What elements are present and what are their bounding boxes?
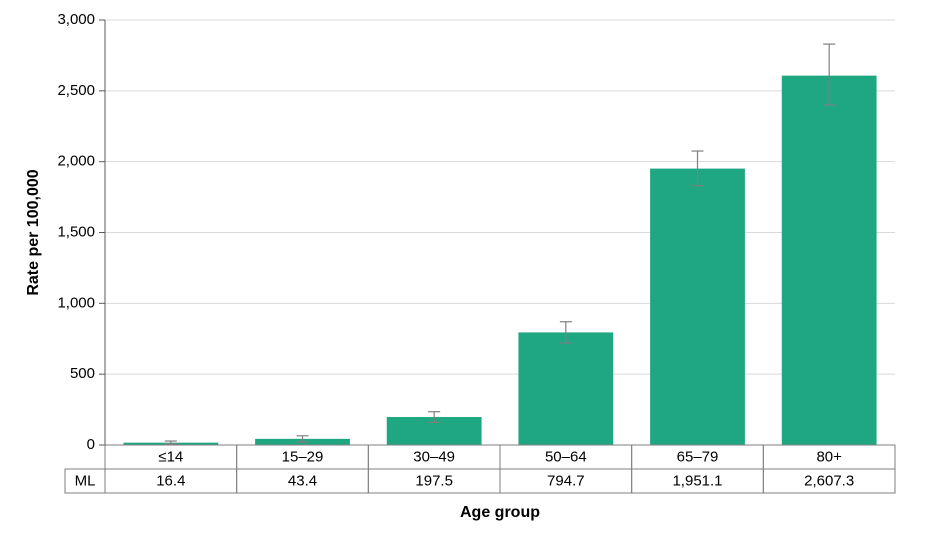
value-label: 1,951.1 [672, 473, 722, 490]
y-axis-label: Rate per 100,000 [25, 169, 42, 295]
chart-svg: 0 500 1,000 1,500 2,000 2,500 3,000 Rate per 10… [0, 0, 930, 554]
value-label: 794.7 [547, 473, 585, 490]
table-row-label: ML [75, 473, 96, 490]
y-tick-label: 2,000 [57, 153, 95, 170]
category-label: 15–29 [282, 449, 324, 466]
y-tick-label: 2,500 [57, 82, 95, 99]
category-label: 80+ [816, 449, 842, 466]
bar [650, 169, 745, 445]
y-tick-label: 1,000 [57, 294, 95, 311]
y-tick-label: 3,000 [57, 11, 95, 28]
category-label: 30–49 [413, 449, 455, 466]
category-label: ≤14 [158, 449, 183, 466]
value-label: 16.4 [156, 473, 185, 490]
y-tick-label: 1,500 [57, 223, 95, 240]
rate-by-age-bar-chart: 0 500 1,000 1,500 2,000 2,500 3,000 Rate per 10… [0, 0, 930, 554]
x-axis-label: Age group [460, 504, 540, 521]
value-label: 197.5 [415, 473, 453, 490]
category-label: 50–64 [545, 449, 587, 466]
y-tick-label: 500 [70, 365, 95, 382]
category-label: 65–79 [677, 449, 719, 466]
value-label: 43.4 [288, 473, 317, 490]
bar [782, 76, 877, 445]
bar [518, 332, 613, 445]
value-label: 2,607.3 [804, 473, 854, 490]
y-tick-label: 0 [87, 436, 95, 453]
